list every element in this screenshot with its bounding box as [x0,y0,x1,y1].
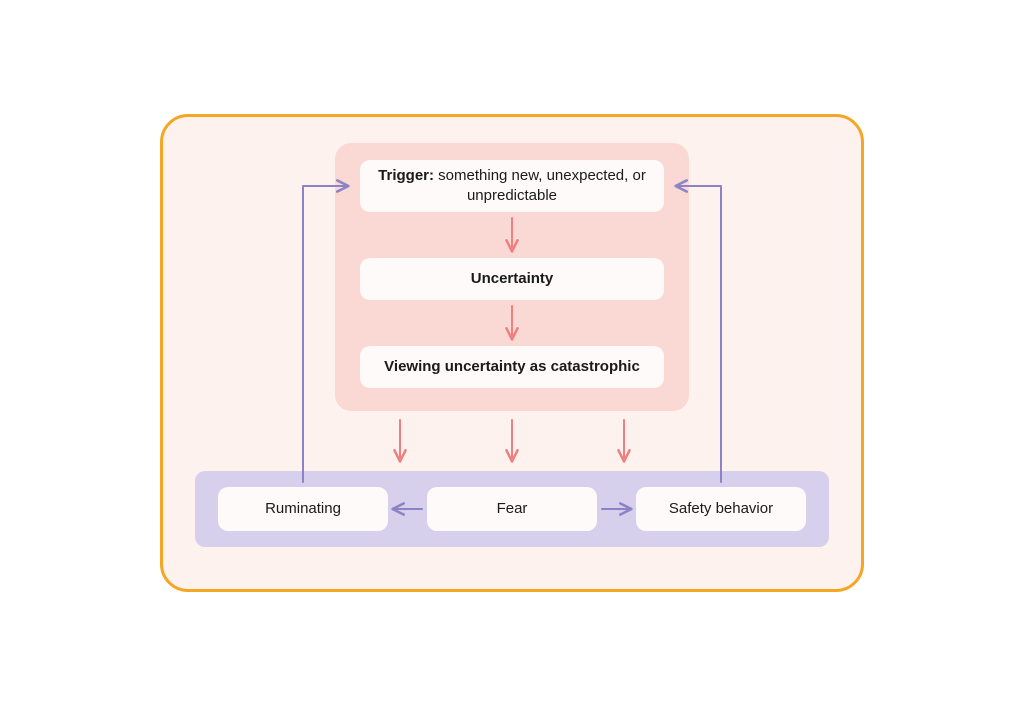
node-ruminating-label: Ruminating [265,499,341,519]
node-fear: Fear [427,487,597,531]
node-safety: Safety behavior [636,487,806,531]
node-catastrophic-label: Viewing uncertainty as catastrophic [384,357,640,377]
node-ruminating: Ruminating [218,487,388,531]
node-fear-label: Fear [497,499,528,519]
diagram-canvas: Trigger: something new, unexpected, or u… [0,0,1024,724]
node-catastrophic: Viewing uncertainty as catastrophic [360,346,664,388]
node-trigger: Trigger: something new, unexpected, or u… [360,160,664,212]
node-trigger-label: Trigger: something new, unexpected, or u… [374,166,650,207]
node-uncertainty: Uncertainty [360,258,664,300]
node-safety-label: Safety behavior [669,499,773,519]
node-uncertainty-label: Uncertainty [471,269,554,289]
